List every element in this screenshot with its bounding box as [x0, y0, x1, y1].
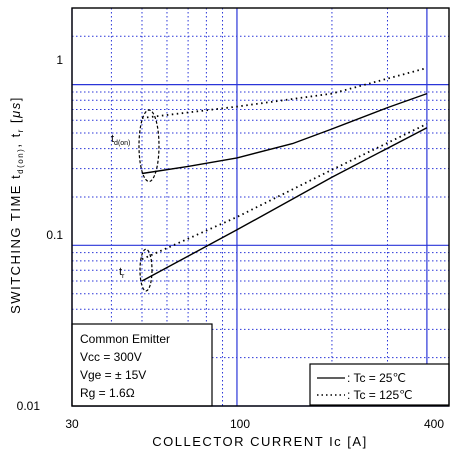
tr-bracket-ellipse	[139, 248, 153, 292]
x-axis-title: COLLECTOR CURRENT Ic [A]	[152, 434, 367, 449]
y-axis-title-bracket-close: ]	[8, 96, 23, 101]
conditions-box: Common Emitter Vcc = 300V Vge = ± 15V Rg…	[71, 323, 213, 407]
series-line-tdon-solid	[141, 92, 428, 175]
y-axis-title: SWITCHING TIME td(on), tr [μs]	[8, 96, 25, 314]
y-tick-label-1: 1	[56, 53, 63, 67]
y-axis-title-unit: μs	[8, 101, 23, 119]
td-on-label: td(on)	[111, 133, 130, 147]
x-tick-label-30: 30	[65, 417, 79, 431]
conditions-line-2: Vcc = 300V	[80, 350, 142, 364]
conditions-box-frame	[71, 323, 213, 407]
td-on-label-main: t	[111, 133, 114, 145]
y-tick-label-0.1: 0.1	[46, 228, 63, 242]
conditions-line-1: Common Emitter	[80, 332, 170, 346]
tick-labels: 30 100 400 0.01 0.1 1	[17, 53, 445, 431]
series-line-tr-dotted	[141, 123, 428, 261]
td-on-annotation: td(on)	[111, 109, 160, 183]
series-layer	[141, 67, 428, 282]
tr-annotation: tr	[119, 248, 153, 292]
conditions-line-4: Rg = 1.6Ω	[80, 386, 135, 400]
tr-label-main: t	[119, 266, 122, 278]
x-tick-label-400: 400	[424, 417, 444, 431]
tr-label-sub: r	[122, 273, 125, 280]
y-axis-title-sub-don: d(on)	[16, 148, 25, 174]
y-axis-title-sub-r: r	[16, 128, 25, 132]
legend-frame	[309, 363, 450, 406]
series-line-tr-solid	[141, 127, 428, 282]
y-axis-title-main: SWITCHING TIME t	[8, 174, 23, 314]
legend: : Tc = 25℃ : Tc = 125℃	[309, 363, 450, 406]
td-on-bracket-ellipse	[138, 109, 160, 183]
x-tick-label-100: 100	[230, 417, 250, 431]
tr-label: tr	[119, 266, 125, 280]
y-axis-title-t: , t	[8, 132, 23, 147]
plot-frame	[71, 7, 450, 407]
legend-label-25c: : Tc = 25℃	[347, 371, 406, 385]
y-axis-title-bracket-open: [	[8, 118, 23, 128]
td-on-label-sub: d(on)	[114, 140, 130, 147]
legend-label-125c: : Tc = 125℃	[347, 388, 413, 402]
conditions-line-3: Vge = ± 15V	[80, 368, 146, 382]
y-tick-label-0.01: 0.01	[17, 399, 41, 413]
grid-layer	[71, 8, 449, 407]
series-line-tdon-dotted	[141, 67, 428, 119]
